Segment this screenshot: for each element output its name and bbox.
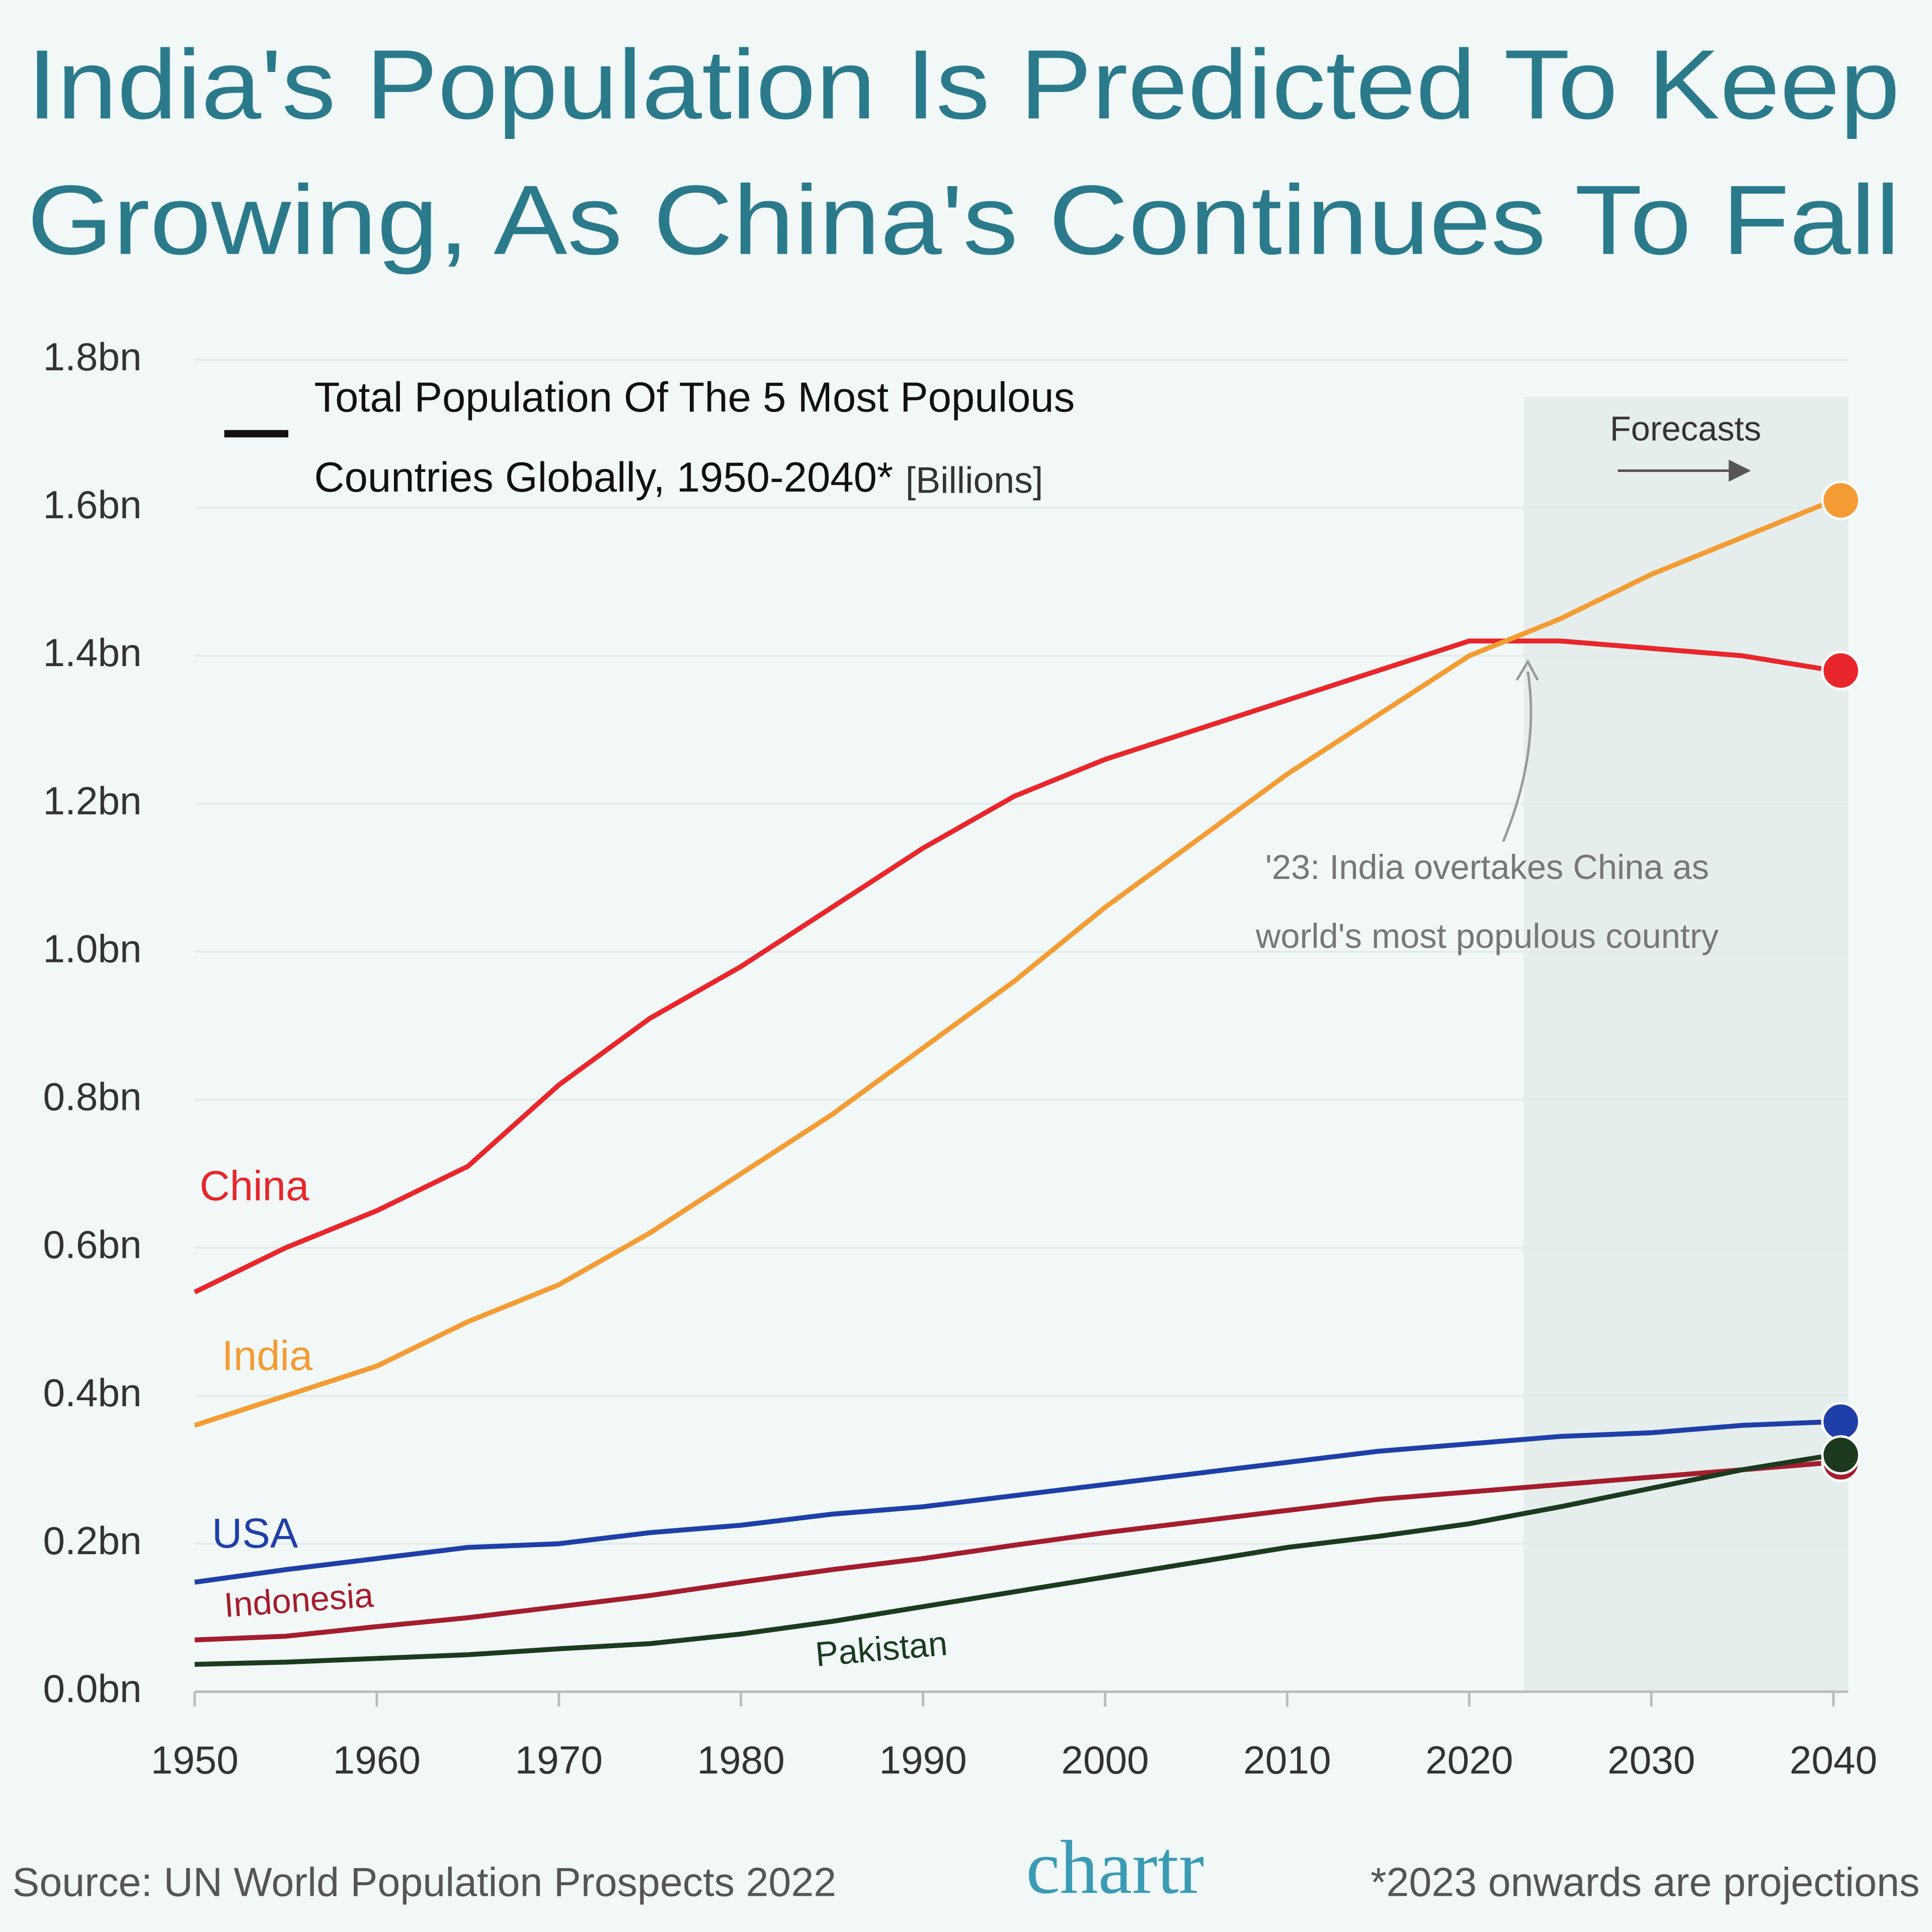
end-marker (1821, 480, 1861, 520)
y-tick-label: 1.4bn (43, 630, 142, 675)
y-tick-label: 0.6bn (43, 1223, 142, 1267)
end-marker (1821, 1402, 1861, 1441)
x-tick-label: 2020 (1425, 1738, 1513, 1782)
x-tick-label: 1960 (333, 1738, 421, 1782)
brand: chartr (1026, 1825, 1204, 1909)
annotation-arrow (1502, 671, 1533, 842)
source: Source: UN World Population Prospects 20… (12, 1860, 836, 1905)
series-line (194, 1460, 1834, 1643)
series-label: China (200, 1162, 309, 1209)
y-tick-label: 0.4bn (43, 1371, 142, 1415)
x-tick-label: 2040 (1790, 1738, 1877, 1782)
y-tick-label: 1.2bn (43, 778, 142, 823)
forecast-arrowhead (1728, 459, 1751, 482)
series-label: USA (212, 1510, 298, 1557)
series-line (194, 498, 1834, 1428)
forecast-region (1523, 396, 1848, 1692)
legend-title: Total Population Of The 5 Most Populous (314, 374, 1075, 421)
y-tick-label: 0.2bn (43, 1518, 142, 1563)
plot-area: 0.0bn 0.2bn 0.4bn 0.6bn 0.8bn 1.0bn 1.2bn 1.4bn… (43, 335, 1878, 1782)
y-tick-label: 0.0bn (43, 1666, 142, 1711)
x-tick-label: 1950 (151, 1738, 238, 1782)
legend-title: Countries Globally, 1950-2040* (314, 454, 893, 501)
chart-title: India's Population Is Predicted To Keep (27, 29, 1900, 139)
x-tick-label: 1970 (515, 1738, 603, 1782)
y-tick-label: 1.8bn (43, 335, 142, 379)
x-tick-label: 1980 (697, 1738, 784, 1782)
annotation: world's most populous country (1255, 917, 1719, 955)
y-tick-label: 1.0bn (43, 926, 142, 971)
series-line (194, 1452, 1834, 1667)
end-marker (1821, 1435, 1861, 1475)
y-tick-label: 0.8bn (43, 1075, 142, 1119)
forecast-label: Forecasts (1610, 409, 1761, 448)
end-marker (1821, 651, 1861, 691)
x-tick-label: 1990 (879, 1738, 967, 1782)
y-tick-label: 1.6bn (43, 482, 142, 527)
x-tick-label: 2010 (1243, 1738, 1331, 1782)
x-tick-label: 2030 (1607, 1738, 1695, 1782)
chart-title: Growing, As China's Continues To Fall (27, 165, 1900, 275)
series-line (194, 1419, 1834, 1585)
x-tick-label: 2000 (1061, 1738, 1149, 1782)
annotation-arrowhead (1515, 659, 1539, 681)
annotation: '23: India overtakes China as (1265, 848, 1709, 887)
note: *2023 onwards are projections (1371, 1860, 1919, 1905)
unit-label: [Billions] (906, 459, 1043, 501)
series-line (193, 638, 1834, 1295)
series-label: India (222, 1332, 313, 1379)
